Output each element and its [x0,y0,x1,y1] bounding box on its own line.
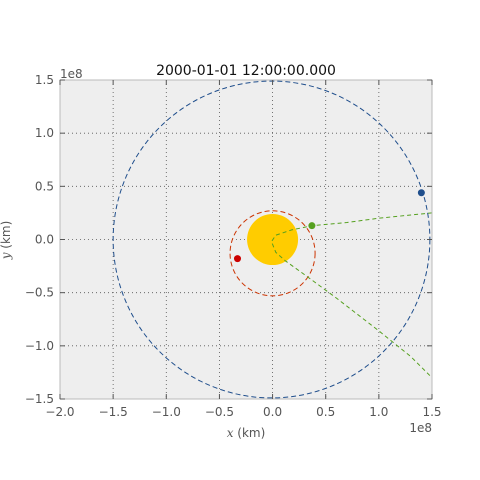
x-axis-unit: (km) [233,426,265,440]
x-tick-label: −1.0 [152,405,181,419]
orbit-2 [229,210,316,297]
chart-title: 2000-01-01 12:00:00.000 [156,63,336,79]
y-tick-label: −0.5 [25,286,54,300]
y-scale-label: 1e8 [60,67,83,81]
x-axis-variable: x [227,426,234,440]
x-tick-label: 0.0 [263,405,282,419]
x-axis-ticks: −2.0 −1.5 −1.0 −0.5 0.0 0.5 1.0 1.5 [45,80,442,419]
planet-marker-1 [233,255,241,263]
x-tick-label: −1.5 [99,405,128,419]
y-tick-label: 0.5 [35,179,54,193]
plot-area [59,79,433,400]
y-axis-ticks: −1.5 −1.0 −0.5 0.0 0.5 1.0 1.5 [25,73,432,406]
x-tick-label: 1.0 [369,405,388,419]
plot-background [60,80,432,399]
y-axis-label: y (km) [0,221,13,261]
x-axis-label: x (km) [227,426,266,440]
x-tick-label: 1.5 [422,405,441,419]
x-scale-label: 1e8 [409,421,432,435]
x-tick-label: −0.5 [205,405,234,419]
y-tick-label: −1.0 [25,339,54,353]
trajectory-line [270,212,432,379]
y-tick-label: 0.0 [35,233,54,247]
x-tick-label: −2.0 [45,405,74,419]
planet-marker-3 [308,222,316,230]
y-axis-variable: y [0,252,13,260]
y-tick-label: −1.5 [25,392,54,406]
x-tick-label: 0.5 [316,405,335,419]
y-tick-label: 1.0 [35,126,54,140]
planet-marker-2 [417,189,425,197]
y-tick-label: 1.5 [35,73,54,87]
y-axis-unit: (km) [0,221,13,253]
